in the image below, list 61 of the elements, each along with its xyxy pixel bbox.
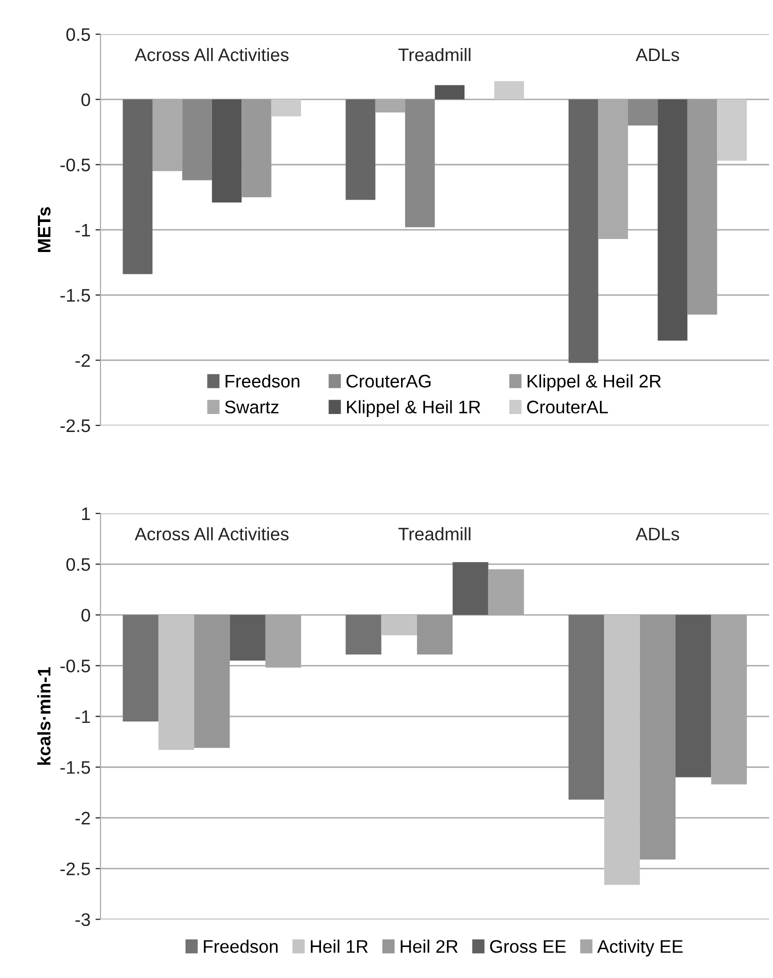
y-tick-label: -1.5 xyxy=(60,289,90,302)
bar xyxy=(182,99,212,180)
x-tick-label: ADLs xyxy=(636,528,680,540)
legend-label: Freedson xyxy=(226,374,300,388)
legend-label: Heil 2R xyxy=(400,940,458,953)
y-tick-label: -2 xyxy=(76,354,90,367)
y-tick-label: 0.5 xyxy=(66,558,90,571)
bar xyxy=(158,614,194,750)
bar xyxy=(640,614,676,860)
y-tick-label: -0.5 xyxy=(60,660,90,672)
bar xyxy=(271,99,302,116)
bar xyxy=(122,99,152,274)
bar xyxy=(687,99,718,315)
bar xyxy=(346,99,376,200)
y-tick-label: 0 xyxy=(81,93,90,106)
legend-label: Activity EE xyxy=(597,940,683,956)
y-tick-label: -2.5 xyxy=(60,862,90,876)
x-tick-label: Across All Activities xyxy=(134,48,289,62)
bar xyxy=(628,99,658,126)
bar xyxy=(230,614,266,661)
bar xyxy=(122,614,158,722)
bar xyxy=(452,562,488,615)
legend-label: CrouterAG xyxy=(346,374,431,388)
bar xyxy=(568,99,598,363)
legend-label: Freedson xyxy=(204,940,278,953)
bar xyxy=(405,99,435,228)
bar xyxy=(416,614,453,654)
y-tick-label: 1 xyxy=(82,508,90,520)
y-axis-title: METs xyxy=(38,207,51,252)
y-tick-label: -1 xyxy=(76,710,90,723)
bar xyxy=(381,614,417,636)
legend-label: CrouterAL xyxy=(527,400,608,414)
legend-label: Swartz xyxy=(225,400,278,414)
y-tick-label: -3 xyxy=(76,913,90,926)
y-tick-label: 0 xyxy=(81,608,90,622)
legend-label: Klippel & Heil 1R xyxy=(347,400,480,418)
x-tick-label: ADLs xyxy=(636,48,680,62)
y-tick-label: 0.5 xyxy=(66,28,90,41)
bar xyxy=(434,85,465,100)
bar xyxy=(717,99,747,161)
bar xyxy=(212,99,242,202)
bar xyxy=(494,81,524,100)
bar xyxy=(568,614,604,800)
y-tick-label: -1.5 xyxy=(60,761,90,774)
legend-label: Gross EE xyxy=(490,940,566,953)
legend-label: Klippel & Heil 2R xyxy=(528,374,661,392)
y-axis-title: kcals·min-1 xyxy=(37,667,51,765)
y-tick-label: -2.5 xyxy=(60,419,90,432)
bar xyxy=(194,614,230,748)
x-tick-label: Across All Activities xyxy=(134,527,289,540)
bar xyxy=(676,614,712,778)
bar xyxy=(242,99,272,198)
bar xyxy=(346,614,382,654)
y-tick-label: -2 xyxy=(76,812,90,824)
legend-label: Heil 1R xyxy=(310,940,368,953)
bar xyxy=(658,99,688,341)
bar xyxy=(604,614,640,885)
x-tick-label: Treadmill xyxy=(398,527,470,540)
x-tick-label: Treadmill xyxy=(398,48,470,62)
y-tick-label: -0.5 xyxy=(60,158,90,172)
y-tick-label: -1 xyxy=(76,224,90,236)
